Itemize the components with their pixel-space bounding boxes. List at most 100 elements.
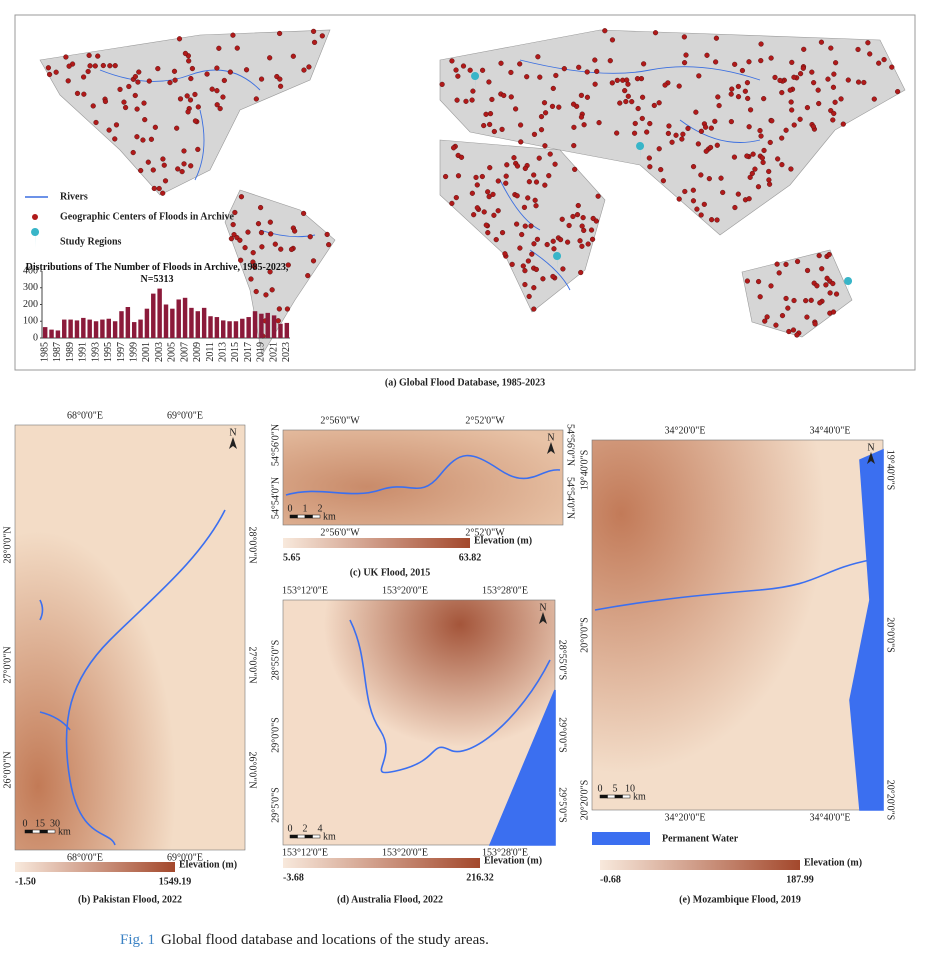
flood-dot — [63, 54, 69, 60]
coord-label: 68°0'0"E — [67, 852, 103, 863]
flood-dot — [551, 246, 557, 252]
flood-dot — [803, 298, 809, 304]
flood-dot — [812, 321, 818, 327]
x-tick-label: 1987 — [52, 342, 63, 362]
flood-dot — [508, 69, 514, 76]
flood-dot — [783, 127, 789, 133]
flood-dot — [786, 328, 792, 335]
flood-dot — [160, 190, 166, 196]
river — [849, 448, 884, 811]
flood-dot — [195, 104, 201, 110]
legend-label: Geographic Centers of Floods in Archive — [60, 211, 235, 222]
flood-dot — [752, 166, 758, 172]
flood-dot — [134, 106, 140, 112]
scale-unit: km — [633, 791, 646, 802]
flood-dot — [617, 100, 623, 106]
x-tick-label: 2005 — [167, 342, 178, 362]
north-arrow — [229, 437, 237, 449]
flood-dot — [660, 178, 666, 184]
coord-label: 34°40'0"E — [810, 812, 851, 823]
flood-dot — [594, 68, 600, 74]
flood-dot — [755, 278, 762, 285]
flood-dot — [574, 212, 581, 218]
flood-dot — [130, 149, 136, 156]
flood-dot — [469, 97, 475, 103]
coord-label: 68°0'0"E — [67, 410, 103, 421]
flood-dot — [639, 115, 645, 122]
flood-dot — [310, 28, 317, 34]
flood-dot — [712, 118, 718, 124]
coord-label: 20°20'0"S — [579, 780, 590, 820]
flood-dot — [45, 65, 51, 71]
coord-label: 26°0'0"N — [2, 751, 13, 788]
flood-dot — [214, 102, 220, 108]
y-tick-label: 0 — [33, 332, 38, 343]
flood-dot — [214, 88, 220, 94]
flood-dot — [152, 124, 158, 130]
bar — [125, 307, 131, 338]
flood-dot — [547, 151, 553, 157]
scale-bar — [289, 514, 298, 519]
flood-dot — [682, 188, 688, 195]
flood-dot — [809, 69, 815, 75]
flood-dot — [509, 261, 515, 267]
north-arrow — [867, 452, 875, 464]
legend-pin-symbol — [31, 228, 40, 248]
flood-dot — [192, 91, 198, 98]
flood-dot — [471, 212, 477, 218]
panel-caption: (b) Pakistan Flood, 2022 — [78, 894, 182, 905]
flood-dot — [522, 268, 528, 274]
flood-dot — [272, 241, 278, 247]
flood-dot — [85, 68, 91, 75]
flood-dot — [625, 93, 631, 99]
flood-dot — [74, 90, 81, 96]
flood-dot — [681, 60, 688, 66]
flood-dot — [553, 72, 559, 79]
flood-dot — [818, 39, 825, 45]
flood-dot — [161, 162, 167, 168]
flood-dot — [107, 63, 113, 69]
flood-dot — [106, 127, 112, 133]
flood-dot — [162, 178, 169, 184]
flood-dot — [288, 246, 295, 253]
flood-dot — [525, 195, 531, 201]
flood-dot — [759, 155, 765, 161]
flood-dot — [483, 222, 489, 228]
flood-dot — [138, 167, 144, 174]
flood-dot — [204, 71, 210, 77]
flood-dot — [481, 122, 487, 129]
flood-dot — [486, 79, 492, 85]
elevation-title: Elevation (m) — [474, 535, 532, 546]
bar — [144, 308, 150, 338]
flood-dot — [750, 151, 756, 157]
flood-dots — [45, 28, 901, 339]
elevation-max: 216.32 — [466, 872, 494, 883]
flood-dot — [174, 125, 180, 131]
flood-dot — [690, 187, 696, 193]
scale-bar — [47, 829, 56, 834]
flood-dot — [589, 236, 596, 242]
flood-dot — [556, 104, 562, 110]
elevation-max: 187.99 — [786, 874, 814, 885]
flood-dot — [867, 51, 873, 57]
flood-dot — [791, 122, 797, 128]
flood-dot — [794, 332, 800, 338]
coord-label: 20°20'0"S — [885, 780, 896, 820]
flood-dot — [644, 129, 650, 135]
flood-dot — [495, 178, 501, 184]
flood-dot — [808, 297, 814, 303]
bar — [252, 311, 258, 338]
scale-bar — [39, 829, 48, 834]
flood-dot — [522, 281, 528, 288]
flood-dot — [728, 91, 734, 97]
flood-dot — [121, 99, 127, 105]
flood-dot — [592, 57, 598, 63]
north-label: N — [229, 427, 236, 438]
flood-dot — [326, 242, 332, 248]
study-region-pin — [844, 277, 853, 297]
flood-dot — [66, 63, 72, 69]
flood-dot — [895, 89, 901, 95]
flood-dot — [514, 221, 520, 227]
flood-dot — [519, 231, 525, 238]
flood-dot — [518, 139, 524, 145]
